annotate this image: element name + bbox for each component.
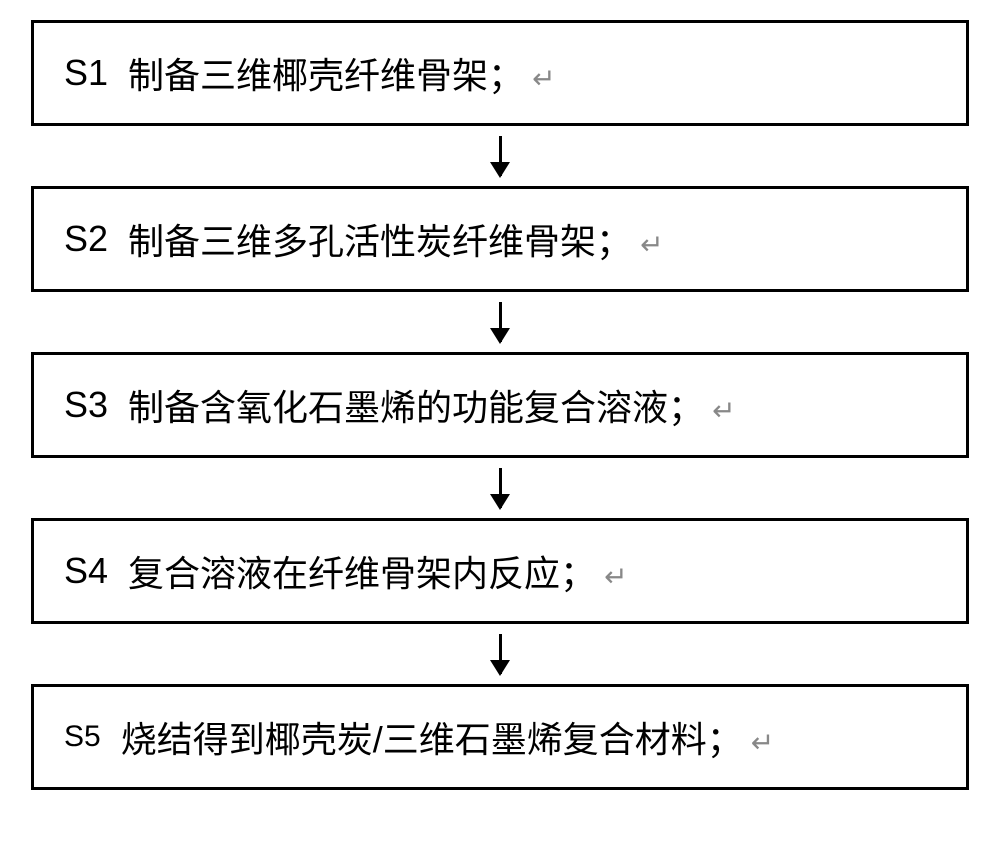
step-text-s5: 烧结得到椰壳炭/三维石墨烯复合材料； ↵ — [121, 711, 936, 763]
return-mark-icon: ↵ — [712, 395, 735, 426]
step-label-s5: S5 — [64, 720, 101, 754]
step-label-s3: S3 — [64, 384, 108, 426]
arrow-icon — [499, 634, 502, 674]
arrow-s1-s2 — [499, 126, 502, 186]
return-mark-icon: ↵ — [604, 561, 627, 592]
step-box-s3: S3 制备含氧化石墨烯的功能复合溶液； ↵ — [31, 352, 969, 458]
return-mark-icon: ↵ — [751, 727, 774, 758]
step-text-s3: 制备含氧化石墨烯的功能复合溶液； ↵ — [128, 379, 936, 431]
step-content-s3: 制备含氧化石墨烯的功能复合溶液； — [128, 387, 704, 428]
step-content-s1: 制备三维椰壳纤维骨架； — [128, 55, 524, 96]
arrow-s4-s5 — [499, 624, 502, 684]
step-content-s5: 烧结得到椰壳炭/三维石墨烯复合材料； — [121, 719, 743, 760]
step-label-s2: S2 — [64, 218, 108, 260]
step-content-s4: 复合溶液在纤维骨架内反应； — [128, 553, 596, 594]
step-text-s4: 复合溶液在纤维骨架内反应； ↵ — [128, 545, 936, 597]
step-box-s5: S5 烧结得到椰壳炭/三维石墨烯复合材料； ↵ — [31, 684, 969, 790]
arrow-icon — [499, 136, 502, 176]
return-mark-icon: ↵ — [640, 229, 663, 260]
step-content-s2: 制备三维多孔活性炭纤维骨架； — [128, 221, 632, 262]
flowchart-container: S1 制备三维椰壳纤维骨架； ↵ S2 制备三维多孔活性炭纤维骨架； ↵ S3 制备… — [20, 20, 980, 790]
arrow-s3-s4 — [499, 458, 502, 518]
arrow-icon — [499, 468, 502, 508]
step-label-s1: S1 — [64, 52, 108, 94]
step-box-s1: S1 制备三维椰壳纤维骨架； ↵ — [31, 20, 969, 126]
step-label-s4: S4 — [64, 550, 108, 592]
step-box-s4: S4 复合溶液在纤维骨架内反应； ↵ — [31, 518, 969, 624]
arrow-icon — [499, 302, 502, 342]
return-mark-icon: ↵ — [532, 63, 555, 94]
step-box-s2: S2 制备三维多孔活性炭纤维骨架； ↵ — [31, 186, 969, 292]
step-text-s1: 制备三维椰壳纤维骨架； ↵ — [128, 47, 936, 99]
step-text-s2: 制备三维多孔活性炭纤维骨架； ↵ — [128, 213, 936, 265]
arrow-s2-s3 — [499, 292, 502, 352]
